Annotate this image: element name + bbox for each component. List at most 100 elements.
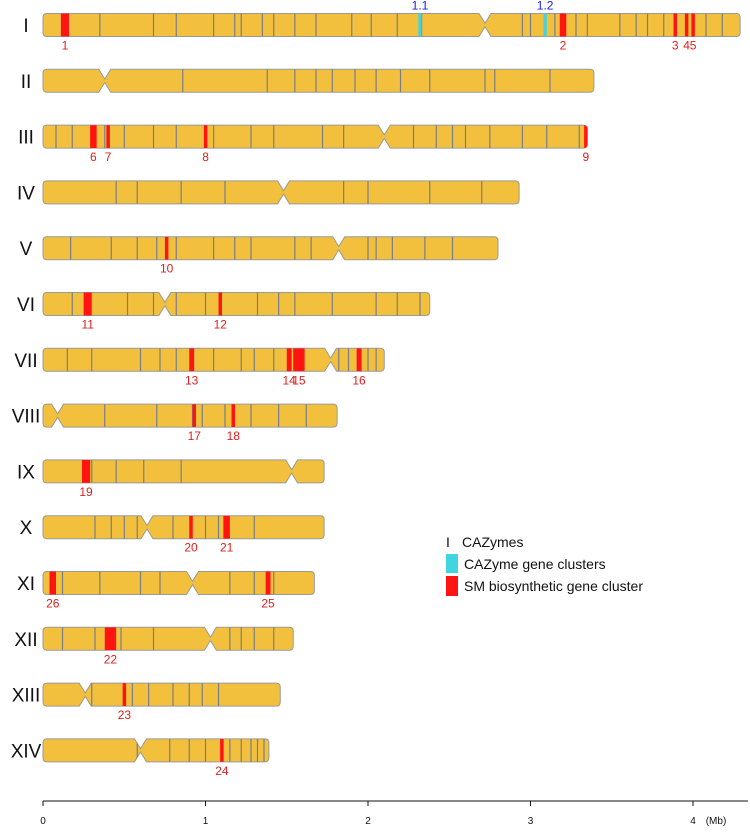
chromosome-label: I — [23, 16, 28, 37]
legend-cazyme-glyph: I — [446, 534, 450, 550]
x-axis-tick-label: 1 — [203, 816, 209, 827]
sm-cluster-26 — [49, 571, 56, 595]
sm-cluster-label: 18 — [227, 429, 241, 443]
sm-cluster-label: 8 — [202, 150, 209, 164]
chromosome-body — [42, 571, 315, 595]
chromosome-IV: IV — [17, 180, 520, 205]
chromosome-label: VIII — [12, 407, 41, 428]
sm-cluster-20 — [189, 515, 193, 539]
chromosome-I: 1.1 1.2 1 2 3 4 5 I — [23, 0, 741, 53]
chromosome-XIII: 23 XIII — [12, 682, 281, 722]
legend-cazyme-cluster-swatch — [446, 554, 458, 573]
chromosome-body — [42, 626, 294, 651]
x-axis-tick-label: 0 — [40, 816, 46, 827]
sm-cluster-11 — [83, 292, 92, 316]
chromosome-XI: 26 25 XI — [17, 571, 315, 611]
chromosome-body — [42, 682, 281, 707]
chromosome-label: II — [21, 72, 32, 93]
sm-cluster-21 — [223, 515, 230, 539]
sm-cluster-6 — [90, 125, 97, 149]
chromosome-label: XI — [17, 574, 35, 595]
chromosome-II: II — [21, 68, 595, 93]
chromosome-body — [42, 68, 595, 93]
chromosome-VI: 11 12 VI — [17, 292, 431, 332]
sm-cluster-label: 14 — [283, 373, 297, 387]
sm-cluster-label: 15 — [292, 373, 306, 387]
sm-cluster-4 — [684, 13, 689, 37]
legend-cazyme-label: CAZymes — [462, 534, 523, 550]
sm-cluster-25 — [265, 571, 271, 595]
sm-cluster-5 — [691, 13, 695, 37]
sm-cluster-15 — [293, 348, 305, 372]
sm-cluster-label: 24 — [215, 764, 229, 778]
cazyme-cluster-label: 1.1 — [412, 0, 429, 13]
sm-cluster-label: 21 — [220, 541, 234, 555]
chromosome-VIII: 17 18 VIII — [12, 403, 338, 443]
sm-cluster-label: 22 — [104, 652, 118, 666]
chromosome-label: VII — [14, 351, 37, 372]
sm-cluster-label: 25 — [261, 597, 275, 611]
sm-cluster-label: 5 — [690, 39, 697, 53]
sm-cluster-10 — [164, 236, 169, 260]
sm-cluster-label: 16 — [352, 373, 366, 387]
sm-cluster-label: 26 — [46, 597, 60, 611]
sm-cluster-14 — [286, 348, 292, 372]
cazyme-cluster-label: 1.2 — [537, 0, 554, 13]
cazyme-cluster-1.2 — [543, 13, 547, 37]
chromosome-label: V — [20, 239, 33, 260]
chromosome-V: 10 V — [20, 236, 499, 276]
sm-cluster-8 — [203, 125, 208, 149]
chromosome-label: IX — [17, 462, 35, 483]
sm-cluster-label: 10 — [160, 262, 174, 276]
chromosome-X: 20 21 X — [20, 515, 325, 555]
chromosome-III: 6 7 8 9 III — [18, 124, 590, 164]
x-axis-unit-label: (Mb) — [706, 816, 727, 827]
chromosome-label: XIII — [12, 686, 41, 707]
sm-cluster-23 — [122, 683, 127, 707]
sm-cluster-label: 20 — [184, 541, 198, 555]
chromosome-body — [42, 515, 325, 540]
chromosome-body — [42, 738, 270, 763]
sm-cluster-label: 7 — [105, 150, 112, 164]
chromosome-label: IV — [17, 183, 35, 204]
chromosome-XII: 22 XII — [14, 626, 294, 666]
chromosome-label: VI — [17, 295, 35, 316]
sm-cluster-label: 13 — [185, 373, 199, 387]
chromosome-label: III — [18, 128, 34, 149]
chromosome-body — [42, 459, 325, 484]
legend-cazyme-cluster-label: CAZyme gene clusters — [464, 556, 606, 572]
sm-cluster-label: 4 — [683, 39, 690, 53]
x-axis-tick-label: 2 — [365, 816, 371, 827]
sm-cluster-label: 9 — [583, 150, 590, 164]
sm-cluster-18 — [231, 404, 235, 428]
chromosome-label: X — [20, 518, 33, 539]
x-axis: 0 1 2 3 4 (Mb) — [40, 800, 748, 827]
sm-cluster-label: 17 — [188, 429, 202, 443]
legend-sm-cluster-label: SM biosynthetic gene cluster — [464, 578, 643, 594]
sm-cluster-17 — [192, 404, 196, 428]
sm-cluster-7 — [106, 125, 110, 149]
x-axis-tick-label: 3 — [528, 816, 534, 827]
sm-cluster-19 — [82, 459, 91, 483]
chromosome-body — [42, 292, 431, 316]
chromosome-body — [42, 180, 520, 205]
legend-sm-cluster-swatch — [446, 576, 458, 596]
sm-cluster-12 — [218, 292, 222, 316]
sm-cluster-label: 3 — [672, 39, 679, 53]
sm-cluster-24 — [220, 738, 224, 762]
chromosome-label: XIV — [11, 741, 42, 762]
sm-cluster-label: 19 — [79, 485, 93, 499]
sm-cluster-label: 11 — [81, 318, 94, 332]
chromosome-IX: 19 IX — [17, 459, 325, 499]
x-axis-tick-label: 4 — [690, 816, 696, 827]
sm-cluster-1 — [60, 13, 69, 37]
chromosome-label: XII — [14, 630, 37, 651]
sm-cluster-label: 12 — [214, 318, 228, 332]
sm-cluster-13 — [189, 348, 195, 372]
cazyme-cluster-1.1 — [418, 13, 422, 37]
sm-cluster-label: 2 — [560, 39, 567, 53]
chromosome-body — [42, 403, 338, 428]
